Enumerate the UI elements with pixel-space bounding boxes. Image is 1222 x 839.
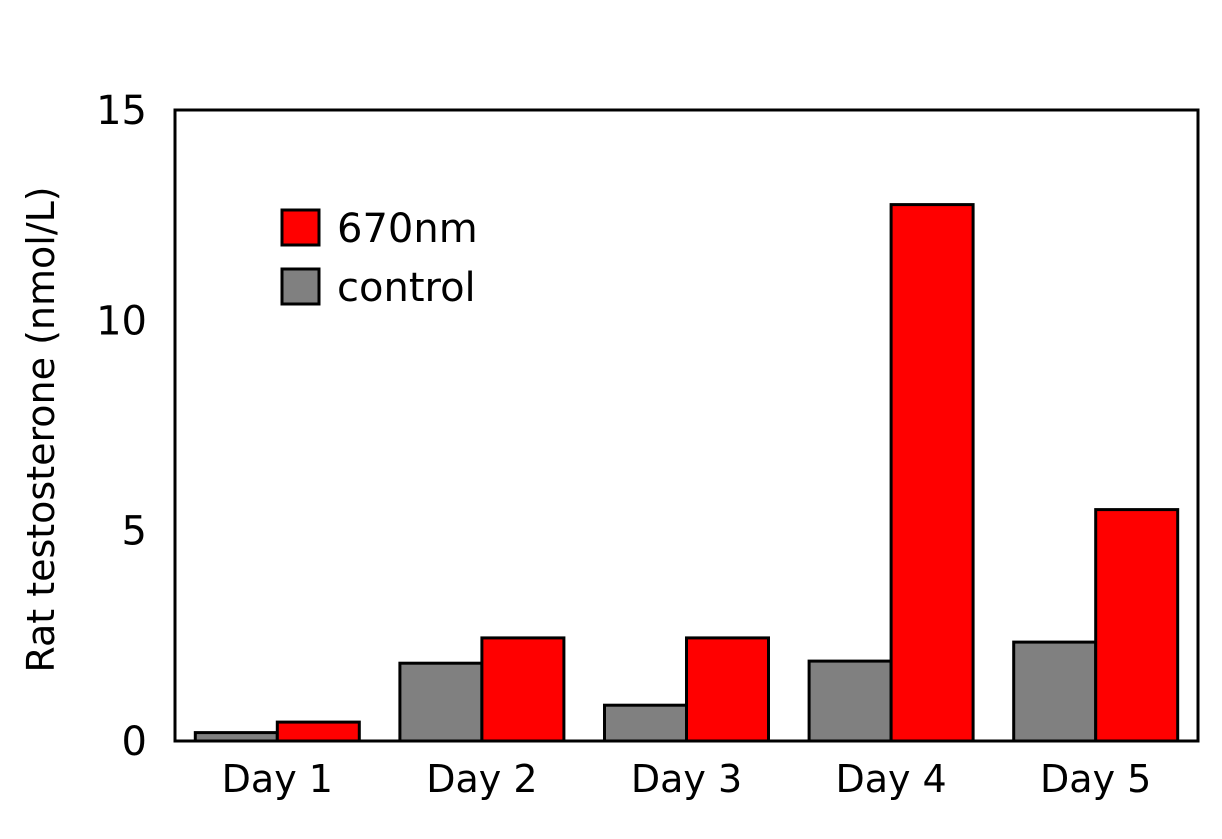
bar-control-day-5 bbox=[1012, 640, 1098, 743]
x-tick-label: Day 2 bbox=[426, 757, 537, 801]
plot-frame bbox=[173, 108, 1200, 743]
y-tick-label: 0 bbox=[122, 719, 147, 765]
legend: 670nm control bbox=[280, 206, 478, 311]
bar-control-day-2 bbox=[398, 661, 484, 743]
y-axis-title: Rat testosterone (nmol/L) bbox=[19, 186, 63, 672]
legend-label-control: control bbox=[337, 265, 476, 311]
bar-670nm-day-5 bbox=[1094, 508, 1180, 743]
x-tick-label: Day 4 bbox=[835, 757, 946, 801]
bar-670nm-day-3 bbox=[685, 636, 770, 743]
y-tick-label: 5 bbox=[122, 509, 147, 555]
y-tick-label: 10 bbox=[96, 298, 147, 344]
legend-label-670nm: 670nm bbox=[337, 206, 478, 252]
y-tick-label: 15 bbox=[96, 88, 147, 134]
x-tick-label: Day 1 bbox=[222, 757, 333, 801]
x-tick-label: Day 5 bbox=[1040, 757, 1151, 801]
legend-swatch-control bbox=[280, 267, 321, 306]
y-axis: 0 5 10 15 bbox=[96, 88, 147, 765]
x-axis: Day 1 Day 2 Day 3 Day 4 Day 5 bbox=[222, 757, 1152, 801]
legend-swatch-670nm bbox=[280, 208, 321, 247]
bar-control-day-4 bbox=[807, 659, 893, 743]
bar-670nm-day-1 bbox=[275, 720, 361, 743]
bar-control-day-3 bbox=[603, 703, 688, 743]
bars-layer bbox=[193, 203, 1180, 743]
bar-670nm-day-4 bbox=[889, 203, 975, 743]
bar-670nm-day-2 bbox=[480, 636, 566, 743]
x-tick-label: Day 3 bbox=[631, 757, 742, 801]
